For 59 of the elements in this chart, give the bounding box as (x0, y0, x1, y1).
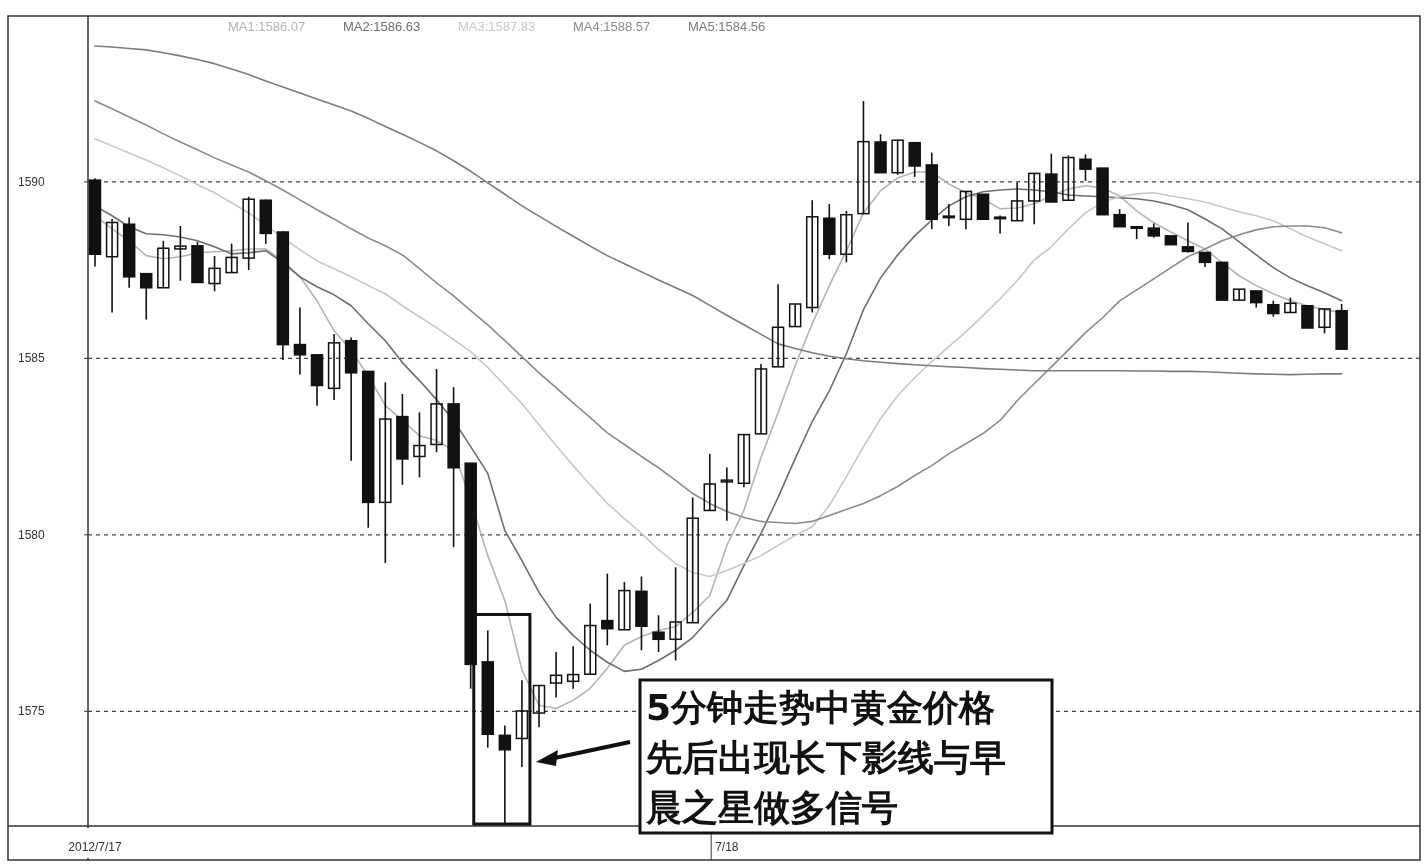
candlestick (1301, 305, 1314, 329)
text: MA2:1586.63 (343, 19, 421, 34)
text: MA1:1586.07 (228, 19, 306, 34)
candlestick (242, 195, 255, 271)
candlestick (601, 572, 614, 647)
candlestick (1318, 308, 1331, 335)
candlestick (959, 190, 973, 230)
candlestick (498, 724, 512, 825)
candlestick (703, 453, 717, 512)
line-series (94, 100, 1343, 525)
candlestick (993, 214, 1007, 235)
candlestick (1010, 181, 1024, 222)
candlestick (532, 684, 546, 728)
candlestick (413, 411, 426, 479)
candlestick (515, 679, 529, 768)
x-tick-label: 2012/7/17 (68, 840, 123, 854)
candlestick (805, 199, 819, 314)
candlestick (840, 210, 853, 264)
candlestick (857, 100, 870, 215)
candlestick (327, 333, 341, 401)
candlestick (1181, 221, 1195, 254)
candlestick (788, 303, 802, 328)
y-tick-label: 1590 (18, 174, 46, 189)
candlestick (157, 240, 170, 289)
candlestick (139, 272, 153, 321)
x-tick-label: 7/18 (715, 840, 739, 854)
candlestick (737, 433, 751, 488)
candlestick (754, 363, 768, 435)
candlestick (174, 225, 187, 282)
candlestick (430, 368, 443, 454)
annotation: 5分钟走势中黄金价格先后出现长下影线与早晨之星做多信号 (645, 687, 1006, 828)
candlestick (942, 203, 956, 227)
candlestick (1062, 154, 1075, 202)
candlestick (1232, 288, 1246, 301)
candlestick (208, 255, 221, 293)
candlestick (908, 141, 921, 178)
candlestick (293, 306, 307, 376)
y-tick-label: 1580 (18, 527, 46, 542)
text: MA4:1588.57 (573, 19, 651, 34)
candlestick (891, 138, 904, 176)
candlestick (105, 218, 119, 314)
candlestick (771, 283, 785, 368)
candlestick (618, 581, 631, 631)
y-tick-label: 1575 (18, 704, 46, 719)
candlestick (720, 466, 734, 522)
candlestick (566, 645, 580, 690)
text: MA5:1584.56 (688, 19, 766, 34)
candlestick (225, 242, 238, 274)
candlestick (669, 566, 682, 662)
candlestick (379, 381, 392, 564)
line-series (94, 45, 1343, 376)
candlestick (652, 614, 665, 653)
y-tick-label: 1585 (18, 351, 46, 366)
candlestick (1027, 172, 1041, 226)
candlestick (583, 602, 597, 676)
candlestick (549, 651, 563, 699)
candlestick (1079, 153, 1092, 182)
candlestick (686, 496, 699, 624)
line-series (94, 138, 1343, 578)
